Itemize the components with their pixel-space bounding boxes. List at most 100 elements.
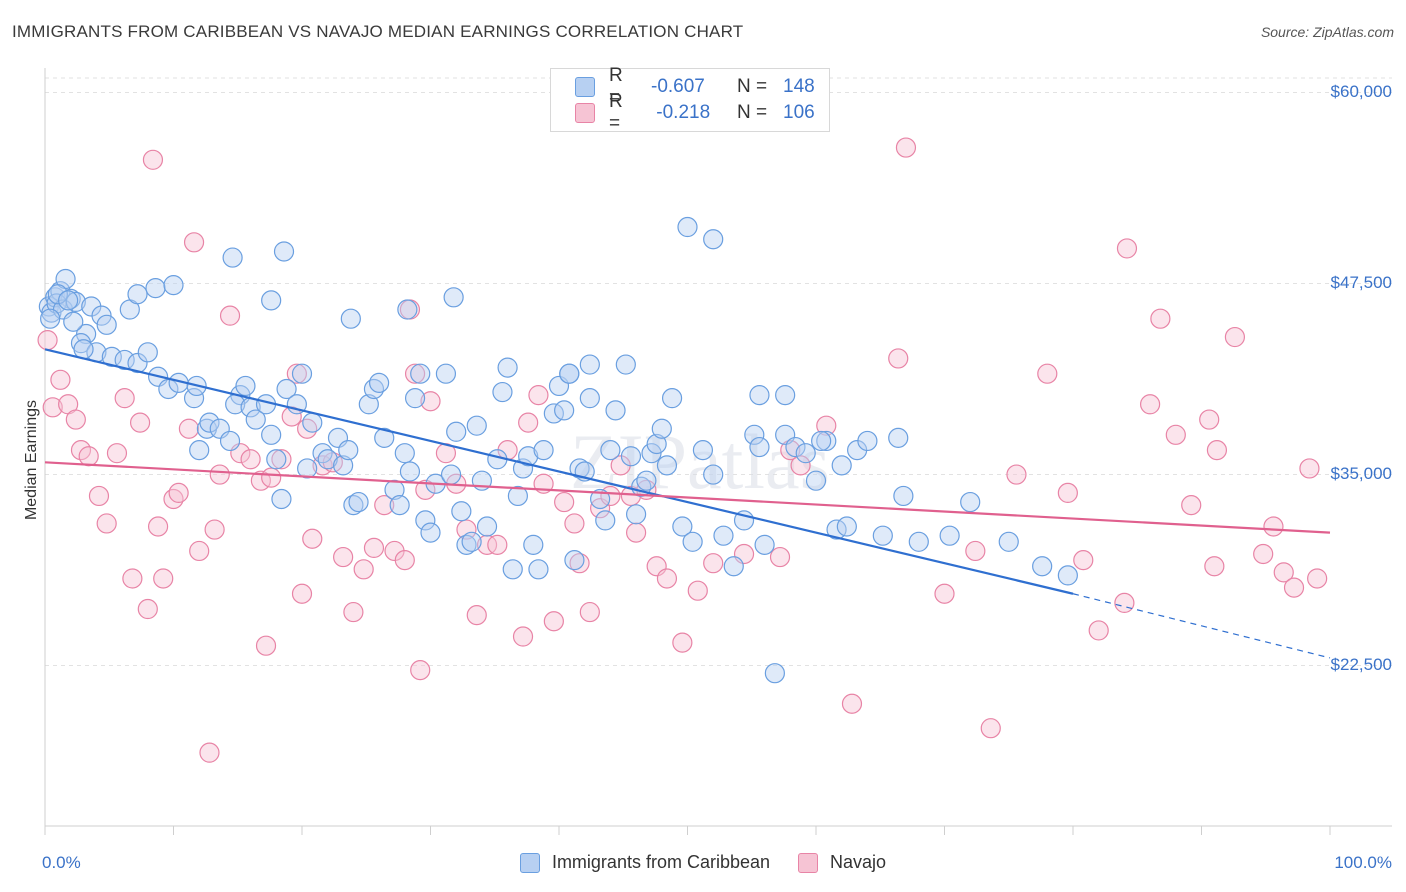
data-point <box>399 461 421 482</box>
data-point <box>836 516 857 537</box>
data-point <box>656 568 678 589</box>
data-point <box>785 436 806 458</box>
data-point <box>333 546 354 568</box>
data-point <box>805 470 827 491</box>
bottom-legend-label: Navajo <box>830 852 887 872</box>
data-point <box>744 424 765 445</box>
data-point <box>528 385 549 406</box>
data-point <box>153 568 174 589</box>
data-point <box>1273 562 1294 583</box>
data-point <box>333 455 354 476</box>
x-tick-min: 0.0% <box>42 853 81 872</box>
data-point <box>435 363 457 384</box>
data-point <box>461 531 482 552</box>
data-point <box>543 611 564 632</box>
data-point <box>297 458 318 479</box>
data-point <box>512 626 534 647</box>
y-tick-label: $35,000 <box>1330 463 1392 483</box>
data-point <box>1006 464 1027 485</box>
data-point <box>1139 394 1161 415</box>
data-point <box>1116 238 1138 259</box>
data-point <box>410 363 431 384</box>
data-point <box>338 440 359 461</box>
data-point <box>811 430 832 452</box>
data-point <box>1037 363 1058 384</box>
data-point <box>703 464 724 485</box>
data-point <box>114 349 135 371</box>
data-point <box>816 415 837 436</box>
trend-line-caribbean <box>44 348 1074 595</box>
data-point <box>703 553 724 574</box>
data-point <box>497 357 518 378</box>
legend-n-value: 106 <box>783 102 815 123</box>
data-point <box>625 522 647 543</box>
data-point <box>1088 620 1109 641</box>
data-point <box>646 433 667 455</box>
data-point <box>415 479 436 500</box>
data-point <box>410 660 431 681</box>
data-point <box>888 427 909 448</box>
data-point <box>908 531 929 552</box>
trend-line-navajo <box>44 461 1331 534</box>
data-point <box>775 385 796 406</box>
data-point <box>764 663 785 684</box>
data-point <box>888 348 909 369</box>
data-point <box>261 467 282 488</box>
bottom-swatch-pink <box>798 852 819 873</box>
data-point <box>939 525 960 546</box>
data-point <box>41 302 62 323</box>
data-point <box>404 363 426 384</box>
grid-lines <box>45 77 1392 667</box>
data-point <box>564 550 585 571</box>
data-point <box>189 440 210 461</box>
data-point <box>661 388 683 409</box>
data-point <box>40 308 61 329</box>
legend-row-caribbean: R = -0.607 N = 148 <box>575 65 815 108</box>
data-point <box>446 421 467 442</box>
data-point <box>266 449 287 470</box>
data-point <box>816 430 837 452</box>
data-point <box>96 314 117 335</box>
data-point <box>1199 409 1220 430</box>
data-point <box>769 546 791 568</box>
legend-swatch-blue <box>575 77 595 97</box>
data-point <box>65 409 86 430</box>
data-point <box>142 149 164 170</box>
data-point <box>76 323 97 345</box>
data-point <box>559 363 580 384</box>
data-point <box>276 378 297 400</box>
data-point <box>137 342 158 363</box>
data-point <box>204 519 225 540</box>
data-point <box>222 247 243 268</box>
data-point <box>178 418 200 439</box>
data-point <box>1299 458 1320 479</box>
data-point <box>636 470 657 491</box>
data-point <box>384 479 405 500</box>
data-point <box>1165 424 1186 445</box>
data-point <box>1073 550 1094 571</box>
data-point <box>872 525 893 546</box>
data-point <box>127 352 148 374</box>
legend-box: R = -0.607 N = 148 R = -0.218 N = 106 <box>550 65 830 134</box>
data-point <box>50 369 71 390</box>
navajo-points <box>37 137 1328 763</box>
data-point <box>487 534 508 555</box>
data-point <box>271 449 292 470</box>
data-point <box>672 632 693 653</box>
data-point <box>1263 516 1284 537</box>
data-point <box>199 742 220 763</box>
data-point <box>651 418 672 439</box>
chart-title: IMMIGRANTS FROM CARIBBEAN VS NAVAJO MEDI… <box>12 22 744 41</box>
data-point <box>476 534 498 555</box>
data-point <box>934 583 955 604</box>
legend-n-value: 148 <box>783 76 815 97</box>
data-point <box>63 311 84 332</box>
data-point <box>47 284 68 305</box>
data-point <box>1204 556 1225 577</box>
caribbean-points <box>38 216 1078 684</box>
data-point <box>369 372 390 393</box>
data-point <box>209 464 230 485</box>
data-point <box>1114 592 1135 614</box>
data-point <box>415 510 436 531</box>
